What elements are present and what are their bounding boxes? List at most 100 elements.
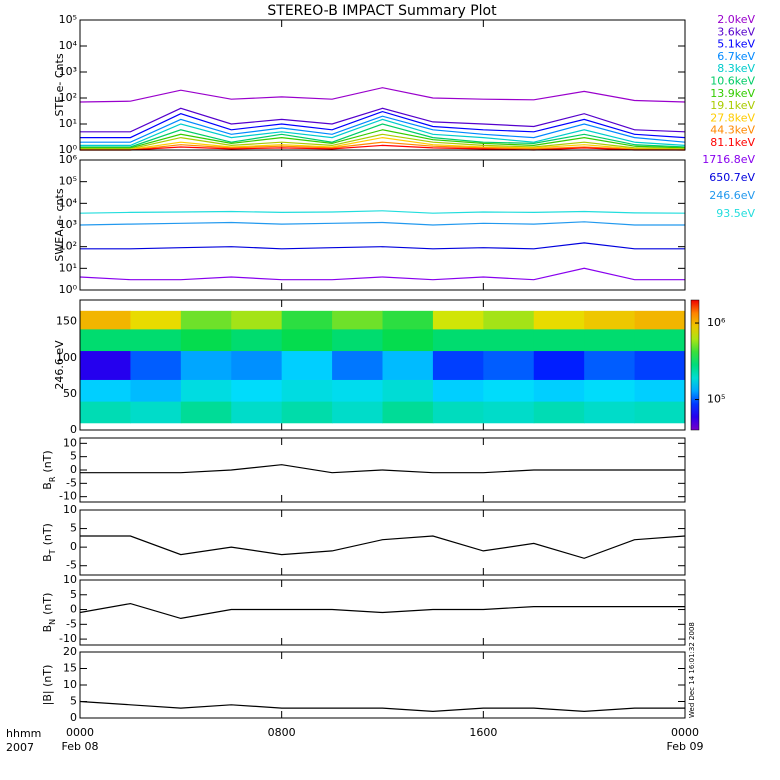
heatmap-cell bbox=[180, 401, 232, 424]
y-axis-label-main: SWEA e- cnts bbox=[53, 188, 66, 261]
panel-frame bbox=[79, 299, 686, 431]
y-tick-label: -10 bbox=[59, 490, 77, 503]
y-axis-label-unit: (nT) bbox=[41, 523, 54, 545]
heatmap-cell bbox=[80, 310, 131, 330]
timestamp: Wed Dec 14 16:01:32 2008 bbox=[688, 622, 696, 718]
heatmap-cell bbox=[483, 401, 535, 424]
series-line bbox=[80, 133, 686, 150]
y-tick-label: 0 bbox=[70, 463, 77, 476]
y-tick-label: -5 bbox=[66, 559, 77, 572]
colorbar-tick-label: 10⁶ bbox=[707, 316, 726, 329]
heatmap-cell bbox=[281, 310, 333, 330]
y-axis-label-unit: (nT) bbox=[41, 593, 54, 615]
y-tick-label: 50 bbox=[63, 387, 77, 400]
y-axis-label-main: |B| (nT) bbox=[41, 665, 54, 706]
heatmap-cell bbox=[382, 379, 434, 402]
plot-area bbox=[79, 602, 685, 620]
heatmap-cell bbox=[634, 379, 686, 402]
heatmap-cell bbox=[584, 310, 636, 330]
x-date-label: Feb 09 bbox=[667, 740, 704, 753]
y-tick-label: 5 bbox=[70, 695, 77, 708]
panel-frame bbox=[79, 579, 686, 646]
heatmap-cell bbox=[584, 401, 636, 424]
y-tick-label: 10¹ bbox=[59, 261, 77, 274]
y-tick-label: 10³ bbox=[59, 218, 77, 231]
heatmap-cell bbox=[382, 401, 434, 424]
panel-frame bbox=[79, 651, 686, 719]
heatmap-cell bbox=[180, 328, 232, 352]
y-tick-label: -5 bbox=[66, 617, 77, 630]
y-axis-label-unit: (nT) bbox=[41, 450, 54, 472]
series-line bbox=[80, 118, 686, 146]
series-line bbox=[79, 602, 685, 620]
heatmap-cell bbox=[130, 328, 182, 352]
heatmap-cell bbox=[432, 328, 484, 352]
y-tick-label: 10⁰ bbox=[59, 283, 78, 296]
x-tick-label: 0000 bbox=[671, 726, 699, 739]
heatmap-cell bbox=[332, 310, 383, 330]
panel-frame bbox=[79, 437, 686, 503]
series-line bbox=[80, 242, 685, 250]
heatmap-cell bbox=[80, 350, 131, 380]
plot-area bbox=[80, 464, 685, 474]
y-axis-label-sub: R bbox=[48, 476, 57, 482]
series-line bbox=[80, 123, 686, 148]
series-line bbox=[80, 107, 686, 133]
y-tick-label: 20 bbox=[63, 645, 77, 658]
plot-area bbox=[79, 700, 685, 713]
series-line bbox=[80, 136, 686, 150]
x-date-label: Feb 08 bbox=[62, 740, 99, 753]
legend-entry: 10.6keV bbox=[710, 75, 755, 88]
heatmap-cell bbox=[281, 350, 333, 380]
y-tick-label: 100 bbox=[56, 351, 77, 364]
y-tick-label: 5 bbox=[70, 522, 77, 535]
y-axis-label-main: STE e- Cnts bbox=[53, 53, 66, 116]
heatmap-cell bbox=[432, 310, 484, 330]
panel-frame bbox=[79, 509, 686, 576]
y-tick-label: -10 bbox=[59, 632, 77, 645]
panel-frame bbox=[79, 159, 686, 291]
heatmap-cell bbox=[231, 379, 283, 402]
y-tick-label: 10 bbox=[63, 503, 77, 516]
y-axis-label-sub: T bbox=[48, 549, 57, 555]
plot-area bbox=[79, 210, 686, 281]
heatmap-cell bbox=[180, 350, 232, 380]
heatmap-cell bbox=[432, 379, 484, 402]
x-tick-label: 1600 bbox=[469, 726, 497, 739]
y-axis-label-main: B bbox=[41, 554, 54, 562]
y-tick-label: 10¹ bbox=[59, 117, 77, 130]
series-line bbox=[79, 700, 685, 713]
y-axis-label: 246.6 eV bbox=[53, 340, 66, 390]
legend-entry: 44.3keV bbox=[710, 124, 755, 137]
legend-entry: 13.9keV bbox=[710, 87, 755, 100]
legend-entry: 93.5eV bbox=[716, 207, 755, 220]
y-tick-label: 15 bbox=[63, 662, 77, 675]
y-tick-label: 150 bbox=[56, 315, 77, 328]
heatmap-cell bbox=[533, 310, 585, 330]
heatmap-cell bbox=[80, 379, 131, 402]
heatmap-cell bbox=[634, 401, 686, 424]
heatmap-cell bbox=[432, 350, 484, 380]
legend-entry: 5.1keV bbox=[717, 38, 755, 51]
heatmap-cell bbox=[80, 328, 131, 352]
y-tick-label: 10⁰ bbox=[59, 143, 78, 156]
y-tick-label: 10⁴ bbox=[59, 39, 78, 52]
heatmap-cell bbox=[281, 379, 333, 402]
time-axis-label: hhmm bbox=[6, 727, 41, 740]
y-tick-label: 10⁵ bbox=[59, 175, 77, 188]
heatmap-cell bbox=[281, 401, 333, 424]
series-line bbox=[80, 535, 686, 559]
time-axis-year: 2007 bbox=[6, 741, 34, 754]
heatmap-cell bbox=[382, 328, 434, 352]
y-tick-label: 0 bbox=[70, 711, 77, 724]
legend-entry: 81.1keV bbox=[710, 136, 755, 149]
legend-entry: 3.6keV bbox=[717, 25, 755, 38]
y-tick-label: 5 bbox=[70, 450, 77, 463]
y-tick-label: 10⁵ bbox=[59, 13, 77, 26]
y-tick-label: 0 bbox=[70, 423, 77, 436]
panel-frame bbox=[79, 19, 686, 151]
colorbar bbox=[690, 299, 700, 431]
legend-entry: 2.0keV bbox=[717, 13, 755, 26]
heatmap-cell bbox=[584, 350, 636, 380]
